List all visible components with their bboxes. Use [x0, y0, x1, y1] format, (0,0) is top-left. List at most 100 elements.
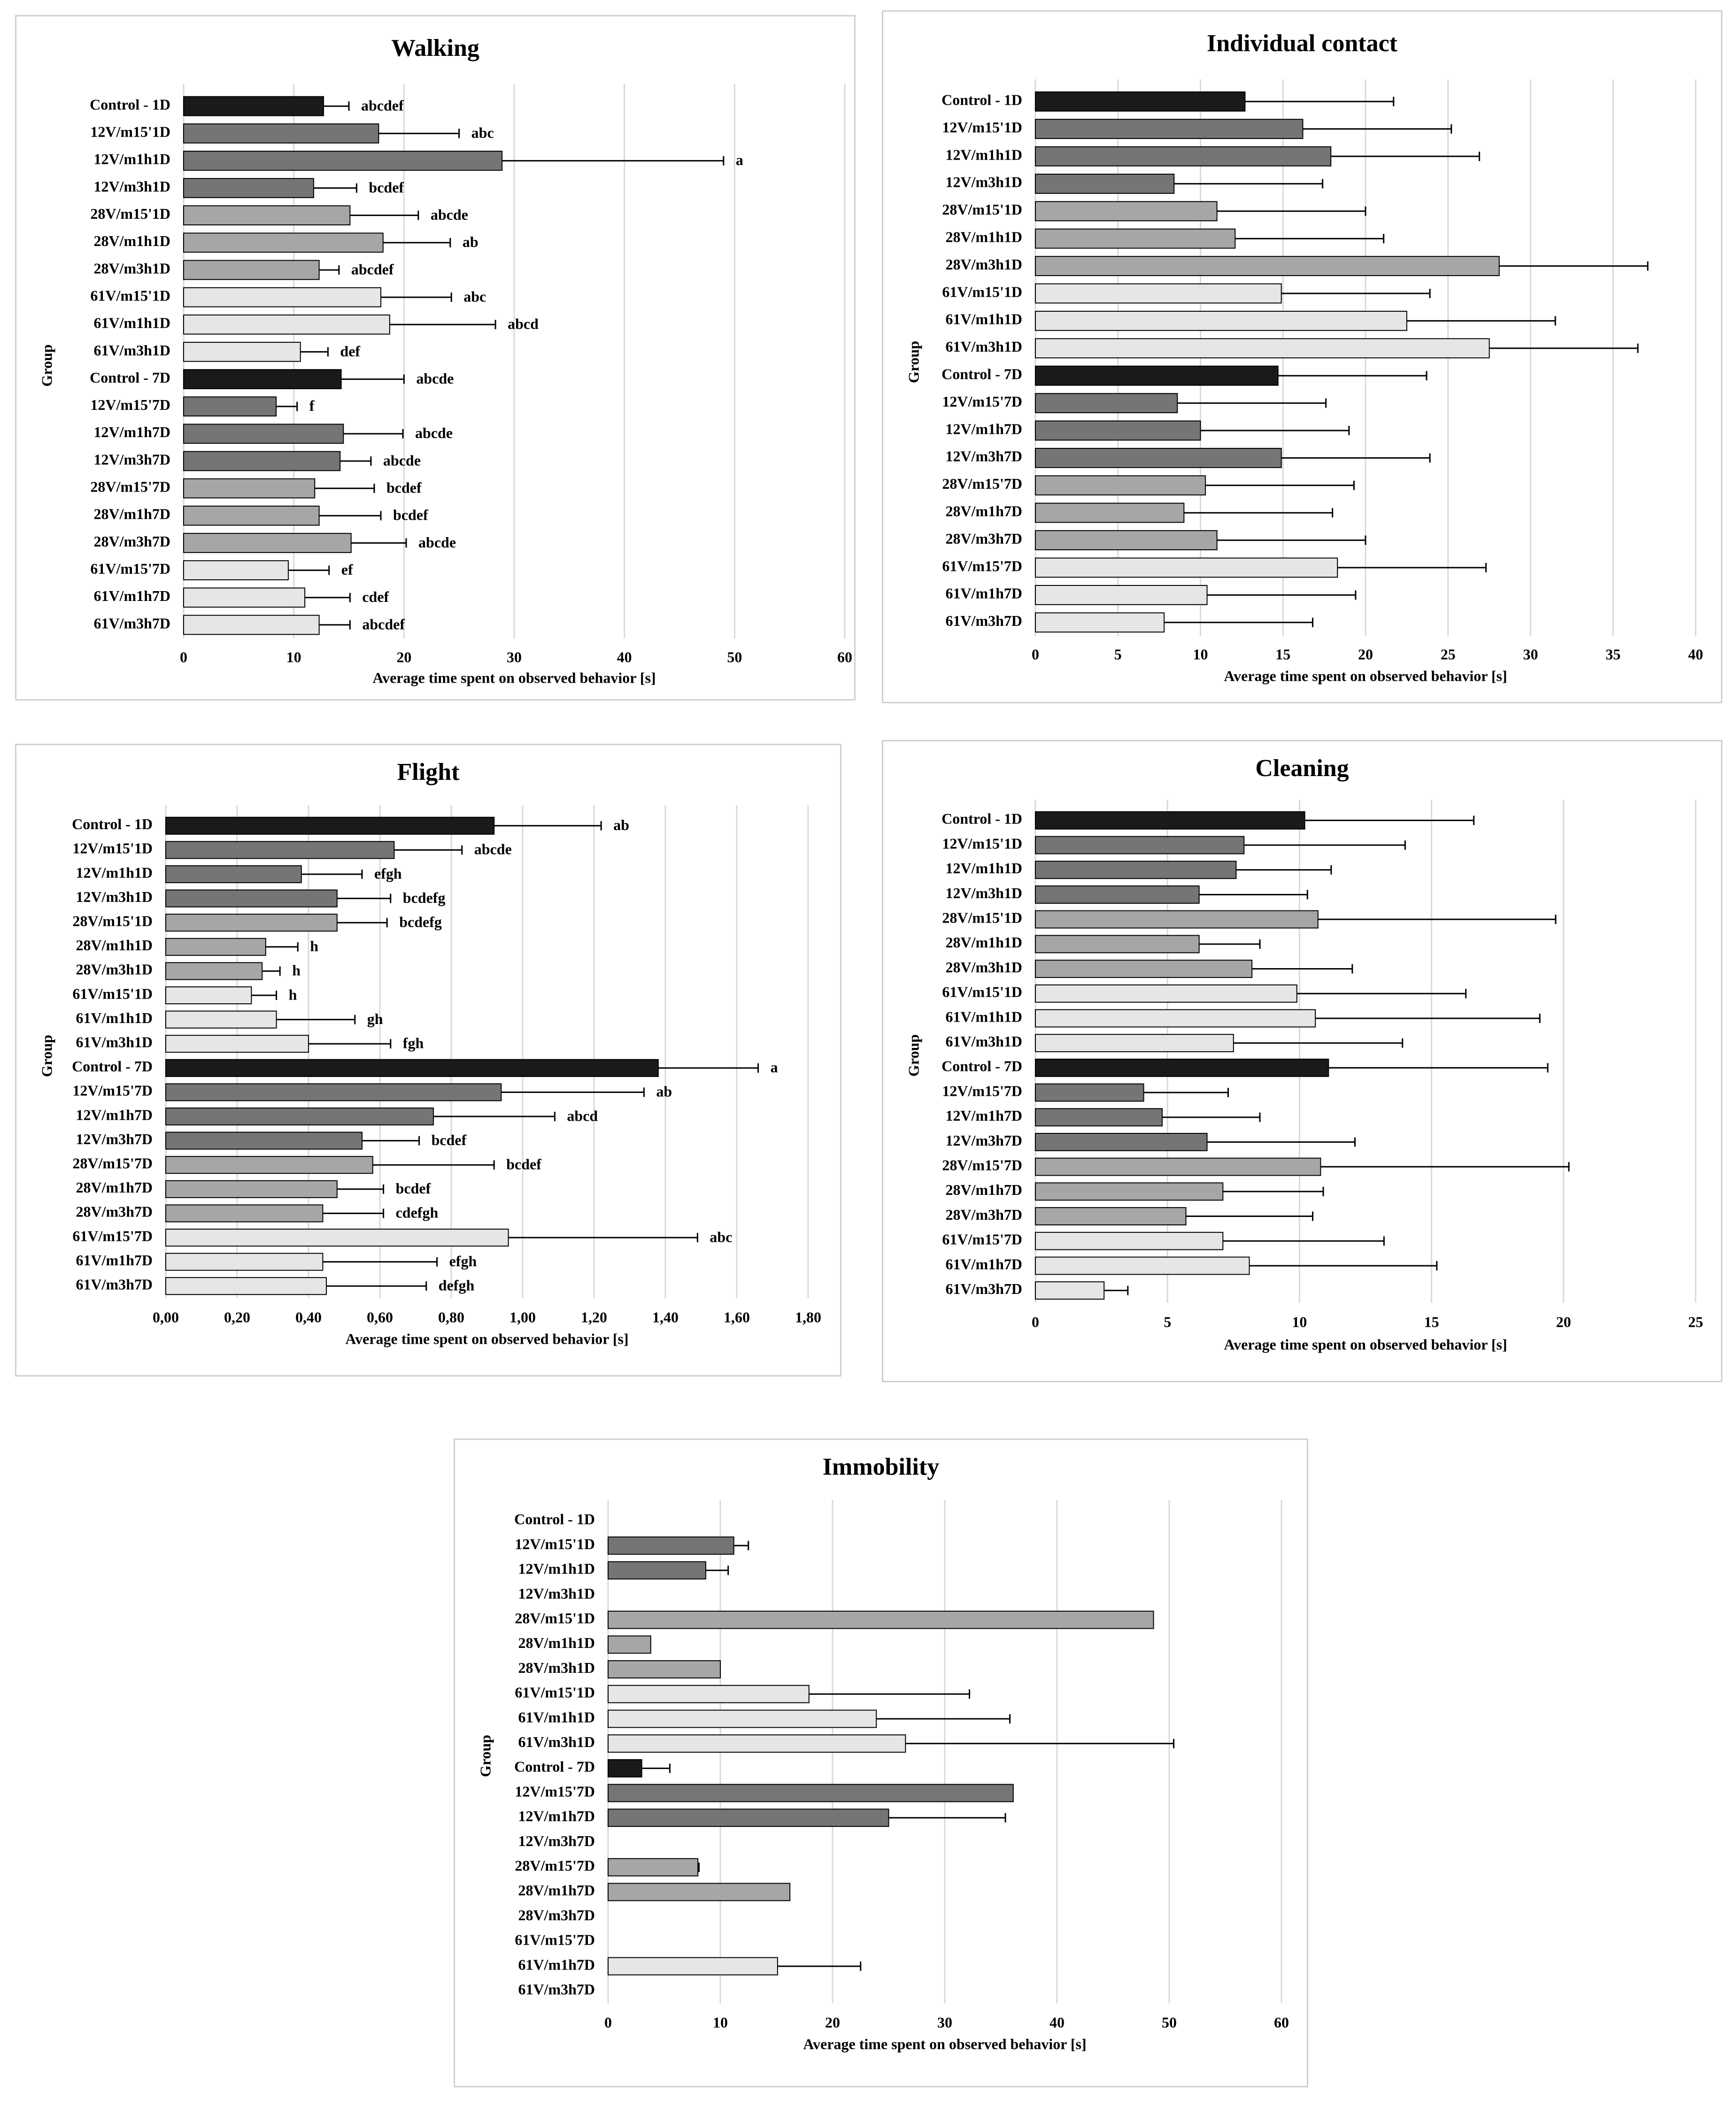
- cleaning-bar: [1035, 1058, 1329, 1077]
- immobility-bar: [608, 1561, 706, 1580]
- immobility-bar: [608, 1883, 791, 1901]
- walking-category-label: 61V/m15'7D: [90, 560, 170, 577]
- flight-category-label: 28V/m3h7D: [76, 1203, 153, 1220]
- flight-category-label: 28V/m1h1D: [76, 937, 153, 954]
- flight-category-label: 12V/m1h7D: [76, 1106, 153, 1123]
- immobility-category-label: 12V/m1h7D: [518, 1808, 595, 1824]
- flight-category-label: 12V/m3h7D: [76, 1131, 153, 1147]
- walking-significance-label: bcdef: [386, 479, 422, 496]
- cleaning-x-tick-label: 20: [1556, 1313, 1571, 1330]
- walking-bar: [183, 123, 379, 144]
- flight-significance-label: h: [289, 986, 297, 1003]
- walking-significance-label: bcdef: [393, 507, 428, 523]
- cleaning-x-axis-label: Average time spent on observed behavior …: [1224, 1336, 1507, 1353]
- walking-bar: [183, 205, 351, 226]
- cleaning-y-axis-label: Group: [905, 1034, 922, 1077]
- walking-bar: [183, 533, 352, 553]
- cleaning-bar: [1035, 1083, 1144, 1102]
- individual-contact-category-label: 61V/m1h7D: [945, 585, 1022, 602]
- flight-significance-label: fgh: [403, 1035, 424, 1052]
- walking-significance-label: abcdef: [362, 616, 405, 632]
- walking-significance-label: def: [340, 343, 360, 360]
- individual-contact-bar: [1035, 585, 1208, 605]
- immobility-category-label: 61V/m15'7D: [515, 1932, 595, 1948]
- walking-category-label: 12V/m3h7D: [93, 451, 170, 468]
- cleaning-bar: [1035, 1281, 1105, 1300]
- individual-contact-x-tick-label: 0: [1032, 646, 1039, 662]
- individual-contact-chart-panel: Individual contact 0 5 10 15 20 25 30 35 40 Averag…: [882, 10, 1722, 703]
- walking-category-label: 12V/m1h1D: [93, 151, 170, 168]
- immobility-bar: [608, 1809, 889, 1827]
- walking-bar: [183, 287, 382, 308]
- immobility-category-label: 28V/m3h1D: [518, 1659, 595, 1676]
- flight-bar: [165, 1035, 309, 1053]
- flight-significance-label: abcd: [567, 1107, 598, 1124]
- immobility-category-label: 61V/m3h7D: [518, 1981, 595, 1998]
- flight-x-tick-label: 0,00: [153, 1308, 179, 1325]
- immobility-x-tick-label: 0: [604, 2014, 612, 2031]
- cleaning-category-label: 61V/m3h1D: [945, 1033, 1022, 1050]
- individual-contact-category-label: 61V/m1h1D: [945, 311, 1022, 328]
- individual-contact-category-label: 28V/m15'7D: [942, 475, 1022, 492]
- flight-x-tick-label: 1,20: [581, 1308, 607, 1325]
- cleaning-category-label: 28V/m3h1D: [945, 959, 1022, 976]
- flight-category-label: 12V/m15'1D: [72, 840, 153, 857]
- immobility-bar: [608, 1858, 699, 1877]
- walking-bar: [183, 342, 301, 362]
- walking-category-label: 61V/m1h1D: [93, 315, 170, 331]
- flight-bar: [165, 1228, 509, 1247]
- walking-bar: [183, 96, 324, 116]
- walking-significance-label: abcdef: [351, 261, 394, 277]
- individual-contact-bar: [1035, 447, 1282, 468]
- walking-category-label: 28V/m1h1D: [93, 232, 170, 249]
- walking-x-tick-label: 30: [507, 648, 522, 665]
- walking-x-tick-label: 50: [727, 648, 742, 665]
- individual-contact-bar: [1035, 173, 1175, 194]
- cleaning-bar: [1035, 1034, 1234, 1053]
- flight-bar: [165, 914, 338, 932]
- flight-x-axis-label: Average time spent on observed behavior …: [345, 1330, 628, 1347]
- walking-significance-label: abc: [471, 124, 494, 141]
- walking-significance-label: abc: [463, 288, 486, 305]
- walking-category-label: Control - 7D: [90, 369, 170, 386]
- walking-category-label: 28V/m1h7D: [93, 506, 170, 523]
- cleaning-x-tick-label: 0: [1032, 1313, 1039, 1330]
- immobility-x-tick-label: 50: [1162, 2014, 1177, 2031]
- individual-contact-category-label: 12V/m3h1D: [945, 174, 1022, 191]
- flight-significance-label: efgh: [374, 865, 402, 882]
- individual-contact-bar: [1035, 557, 1338, 578]
- flight-significance-label: bcdefg: [399, 914, 442, 931]
- immobility-category-label: Control - 7D: [514, 1758, 595, 1775]
- cleaning-chart-title: Cleaning: [1255, 755, 1349, 782]
- walking-category-label: 61V/m3h1D: [93, 342, 170, 359]
- cleaning-category-label: 61V/m15'1D: [942, 984, 1022, 1000]
- flight-bar: [165, 1010, 277, 1029]
- walking-bar: [183, 615, 320, 635]
- flight-significance-label: bcdef: [432, 1131, 467, 1148]
- individual-contact-bar: [1035, 256, 1500, 277]
- cleaning-bar: [1035, 1256, 1250, 1275]
- immobility-category-label: 61V/m15'1D: [515, 1684, 595, 1701]
- flight-significance-label: h: [310, 938, 318, 954]
- cleaning-bar: [1035, 1207, 1187, 1225]
- cleaning-bar: [1035, 1231, 1224, 1250]
- cleaning-x-tick-label: 25: [1688, 1313, 1703, 1330]
- flight-bar: [165, 1059, 659, 1077]
- walking-significance-label: cdef: [362, 588, 389, 605]
- flight-significance-label: abc: [710, 1228, 732, 1245]
- walking-x-tick-label: 60: [837, 648, 852, 665]
- cleaning-category-label: 28V/m3h7D: [945, 1206, 1022, 1223]
- walking-bar: [183, 560, 289, 580]
- walking-bar: [183, 314, 390, 335]
- cleaning-bar: [1035, 1133, 1208, 1151]
- individual-contact-bar: [1035, 283, 1282, 304]
- immobility-category-label: 61V/m1h7D: [518, 1956, 595, 1973]
- flight-bar: [165, 1156, 373, 1174]
- immobility-bar: [608, 1759, 642, 1778]
- immobility-bar: [608, 1536, 734, 1555]
- individual-contact-category-label: 12V/m15'1D: [942, 119, 1022, 136]
- individual-contact-bar: [1035, 365, 1279, 386]
- immobility-category-label: 12V/m15'7D: [515, 1783, 595, 1800]
- individual-contact-chart-svg: Individual contact 0 5 10 15 20 25 30 35 40 Averag…: [905, 30, 1703, 684]
- flight-bar: [165, 1180, 338, 1198]
